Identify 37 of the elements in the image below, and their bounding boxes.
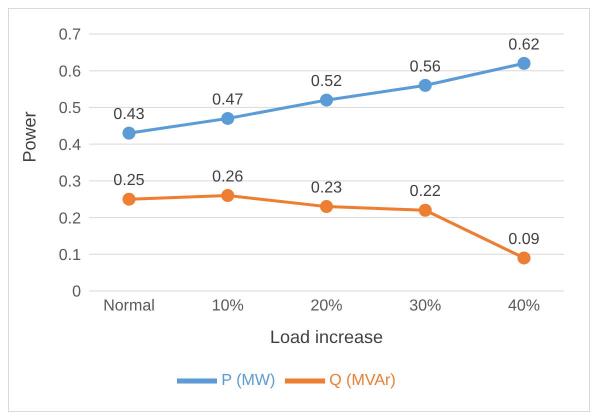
legend-label: P (MW) [221, 372, 276, 390]
y-tick-label: 0.6 [58, 63, 82, 80]
data-label: 0.23 [310, 180, 342, 197]
data-label: 0.26 [212, 168, 244, 186]
point [518, 251, 530, 264]
y-tick-label: 0 [72, 284, 82, 301]
point [221, 189, 234, 202]
y-tick-label: 0.1 [58, 246, 82, 264]
x-tick-label: Normal [103, 297, 155, 314]
x-tick-label: 40% [508, 297, 540, 314]
y-tick-label: 0.2 [58, 210, 82, 228]
point [320, 200, 333, 214]
y-tick-label: 0.7 [58, 26, 82, 44]
y-tick-label: 0.5 [58, 100, 82, 118]
point [518, 56, 530, 70]
x-axis-title: Load increase [270, 327, 384, 347]
point [122, 192, 136, 206]
y-axis-title: Power [19, 111, 40, 162]
y-tick-label: 0.4 [58, 136, 82, 154]
data-label: 0.62 [508, 36, 540, 54]
data-label: 0.22 [410, 183, 441, 200]
point [221, 112, 234, 125]
point [320, 94, 333, 107]
data-label: 0.47 [212, 91, 244, 108]
legend-label: Q (MVAr) [329, 372, 396, 390]
point [122, 126, 136, 140]
data-label: 0.52 [310, 73, 342, 90]
y-tick-label: 0.3 [58, 174, 82, 191]
point [418, 204, 432, 217]
data-label: 0.09 [508, 230, 540, 248]
data-label: 0.56 [410, 58, 441, 76]
x-tick-label: 10% [212, 297, 244, 314]
point [418, 78, 432, 92]
data-label: 0.25 [113, 172, 145, 190]
x-tick-label: 20% [310, 297, 343, 314]
data-label: 0.43 [113, 106, 145, 124]
x-tick-label: 30% [409, 297, 442, 314]
